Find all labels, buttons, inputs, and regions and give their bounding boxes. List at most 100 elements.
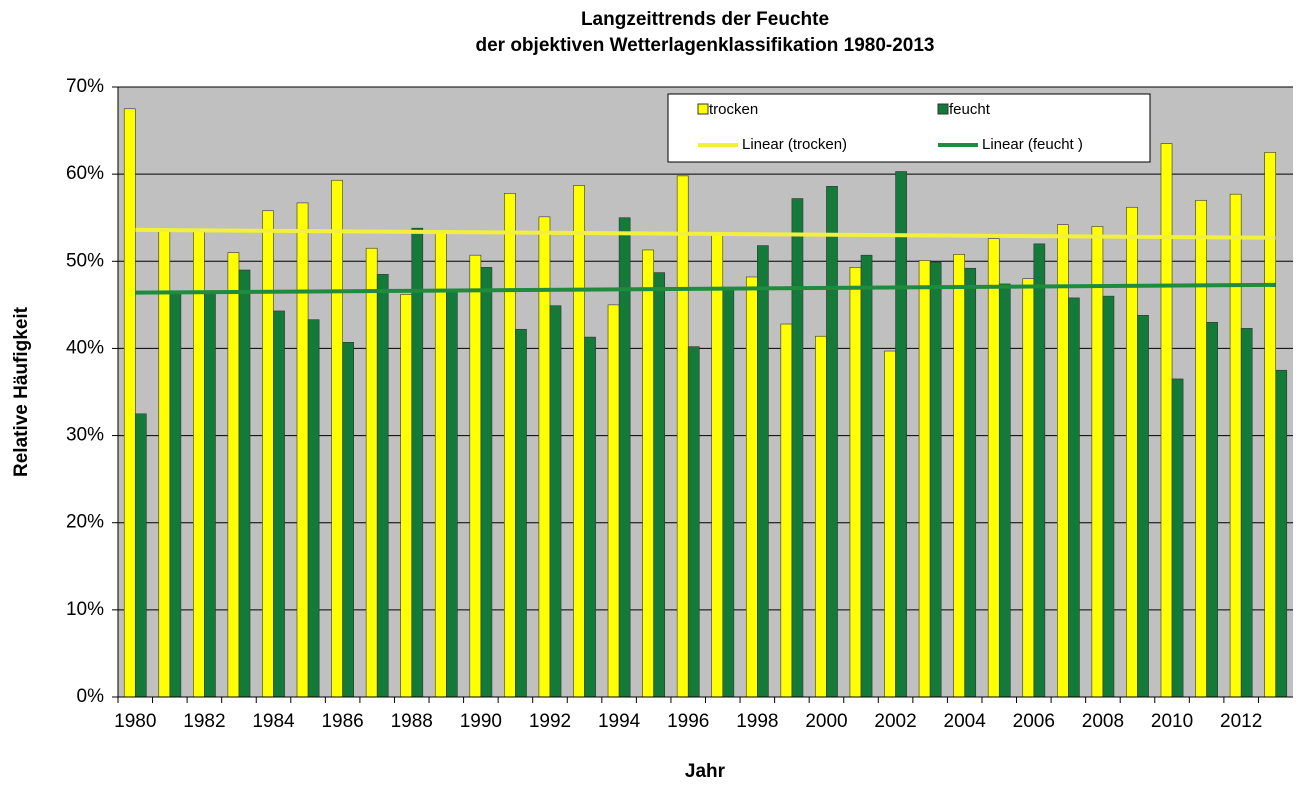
bar [1206,321,1218,698]
bar [884,350,896,698]
bar [262,210,274,698]
bar [1022,278,1035,698]
x-tick-label: 2004 [944,711,987,732]
legend-label: Linear (trocken) [742,136,847,153]
bar [929,261,942,698]
legend-label: trocken [709,101,758,118]
bar [549,305,562,698]
bar [1275,369,1288,698]
bar [504,193,516,698]
y-tick-label: 30% [66,425,104,446]
y-tick-label: 10% [66,599,104,620]
trend-line [135,227,1276,240]
x-tick-label: 1986 [321,711,363,732]
legend-swatch [697,103,709,115]
bar [227,252,240,698]
bar [987,238,1000,698]
bar [1033,243,1046,698]
legend-swatch [937,103,949,115]
bar [1068,297,1080,698]
x-tick-label: 2006 [1013,711,1055,732]
bar [1126,206,1138,698]
y-tick-label: 40% [66,337,104,358]
bar [1229,193,1242,698]
bar [895,171,907,698]
bar [780,323,793,698]
bar [745,276,758,698]
x-tick-label: 2002 [874,711,916,732]
bar [376,274,389,698]
bar [204,291,216,698]
y-tick-label: 0% [77,686,105,707]
y-tick-label: 60% [66,163,104,184]
x-tick-label: 1984 [252,711,295,732]
bar [434,232,447,698]
bar [273,310,285,698]
bar [296,202,309,698]
x-tick-label: 1994 [598,711,641,732]
bar [676,175,689,698]
x-tick-label: 2012 [1220,711,1262,732]
legend-label: feucht [949,101,991,118]
x-tick-label: 1998 [736,711,778,732]
bar [642,249,654,698]
bar [791,198,804,698]
bar [365,247,378,698]
bar [469,254,482,698]
plot-area [118,87,1293,697]
bar [815,335,827,698]
bar [964,267,977,698]
bar [573,185,585,698]
x-axis-label: Jahr [685,761,726,782]
bar [918,260,931,698]
x-tick-label: 1996 [667,711,709,732]
y-axis-label: Relative Häufigkeit [11,306,32,477]
x-tick-label: 1988 [391,711,433,732]
bar [826,186,838,698]
bar [480,267,493,698]
bar [169,291,182,698]
bar [607,304,620,698]
bar [849,267,862,698]
bar [711,234,724,698]
bar [342,342,354,698]
bar [722,287,735,698]
x-tick-label: 2000 [805,711,847,732]
x-tick-label: 1982 [183,711,225,732]
y-tick-label: 20% [66,512,104,533]
x-tick-label: 2008 [1082,711,1124,732]
bar [860,254,873,698]
bar [1057,224,1069,698]
x-tick-label: 1992 [529,711,571,732]
bar [1195,199,1207,698]
bar [123,108,136,698]
bar [238,269,251,698]
bar [158,230,171,698]
bar [1091,226,1104,698]
legend-label: Linear (feucht ) [982,136,1083,153]
x-tick-label: 2010 [1151,711,1193,732]
x-tick-label: 1980 [114,711,156,732]
bar [307,319,320,698]
bar [687,346,700,698]
y-tick-label: 70% [66,76,104,97]
bar [193,230,205,698]
bar [757,245,769,698]
bar [584,336,596,698]
chart-title: Langzeittrends der Feuchte [581,9,829,30]
chart-title: der objektiven Wetterlagenklassifikation… [475,35,934,56]
bar [998,283,1011,698]
bar [1240,328,1253,698]
bar [331,179,343,698]
legend-box [667,93,1151,163]
bar [515,328,527,698]
bar [1264,152,1277,698]
bar [411,227,424,698]
bar [1137,315,1149,698]
y-tick-label: 50% [66,250,104,271]
bar [653,272,666,698]
bar [1171,378,1184,698]
bar [1102,295,1115,698]
bar [400,294,413,698]
